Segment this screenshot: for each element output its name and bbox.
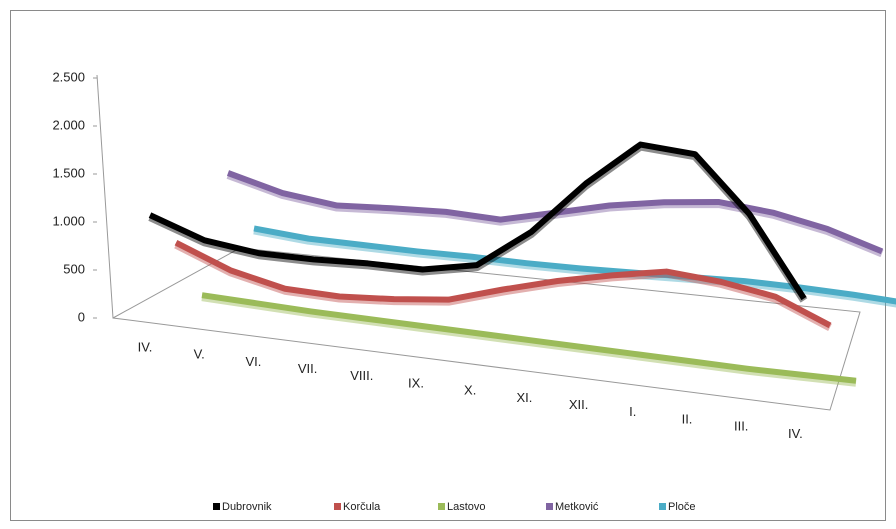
y-tick-label: 500 (63, 261, 85, 276)
legend-swatch (546, 503, 553, 510)
x-tick-label: I. (629, 404, 636, 419)
x-tick-label: IV. (788, 426, 803, 441)
y-tick-label: 2.500 (52, 69, 85, 84)
series-line (148, 141, 807, 301)
legend-swatch (438, 503, 445, 510)
x-tick-label: IX. (408, 375, 424, 390)
legend-swatch (334, 503, 341, 510)
x-tick-label: X. (464, 383, 476, 398)
x-tick-label: VIII. (350, 368, 373, 383)
x-tick-label: XII. (569, 397, 589, 412)
x-tick-label: III. (734, 419, 748, 434)
x-tick-label: V. (194, 347, 205, 362)
legend-swatch (659, 503, 666, 510)
legend-label: Korčula (343, 501, 381, 513)
x-tick-label: VII. (298, 361, 318, 376)
legend-label: Metković (555, 501, 599, 513)
x-tick-label: II. (682, 411, 693, 426)
y-tick-label: 0 (78, 309, 85, 324)
series-line (201, 292, 857, 384)
x-tick-label: XI. (516, 390, 532, 405)
series-line (174, 240, 832, 329)
legend-label: Dubrovnik (222, 501, 272, 513)
legend-label: Lastovo (447, 501, 486, 513)
x-tick-label: IV. (138, 339, 153, 354)
x-tick-label: VI. (245, 354, 261, 369)
y-tick-label: 1.000 (52, 213, 85, 228)
legend-label: Ploče (668, 501, 696, 513)
y-tick-label: 1.500 (52, 165, 85, 180)
legend-swatch (213, 503, 220, 510)
y-tick-label: 2.000 (52, 117, 85, 132)
floor (96, 74, 861, 411)
